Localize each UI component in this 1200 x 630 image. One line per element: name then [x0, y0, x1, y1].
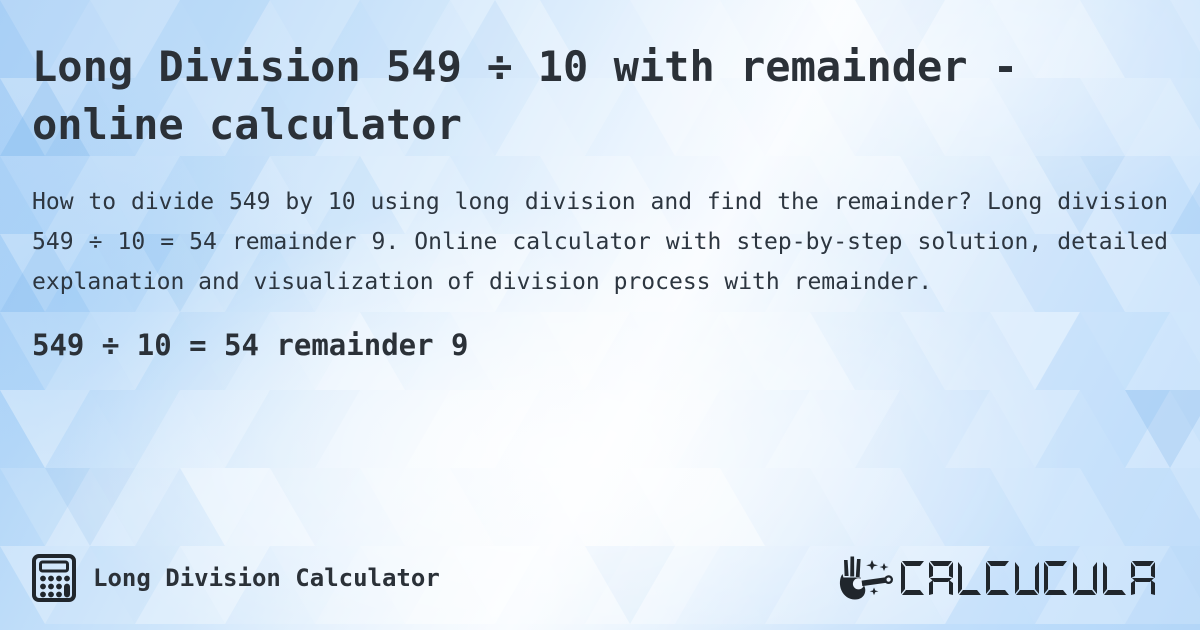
page-description: How to divide 549 by 10 using long divis… — [32, 189, 1168, 295]
calculator-icon — [32, 554, 76, 602]
hand-magic-wand-icon — [839, 556, 893, 600]
site-logo-wordmark: CALCULAT.IO — [901, 561, 1155, 595]
footer: Long Division Calculator — [0, 548, 1200, 608]
footer-brand[interactable]: Long Division Calculator — [32, 554, 440, 602]
page-title: Long Division 549 ÷ 10 with remainder - … — [32, 42, 1019, 149]
site-logo[interactable]: CALCULAT.IO — [834, 554, 1168, 602]
division-result: 549 ÷ 10 = 54 remainder 9 — [32, 328, 469, 362]
footer-label: Long Division Calculator — [93, 564, 440, 592]
